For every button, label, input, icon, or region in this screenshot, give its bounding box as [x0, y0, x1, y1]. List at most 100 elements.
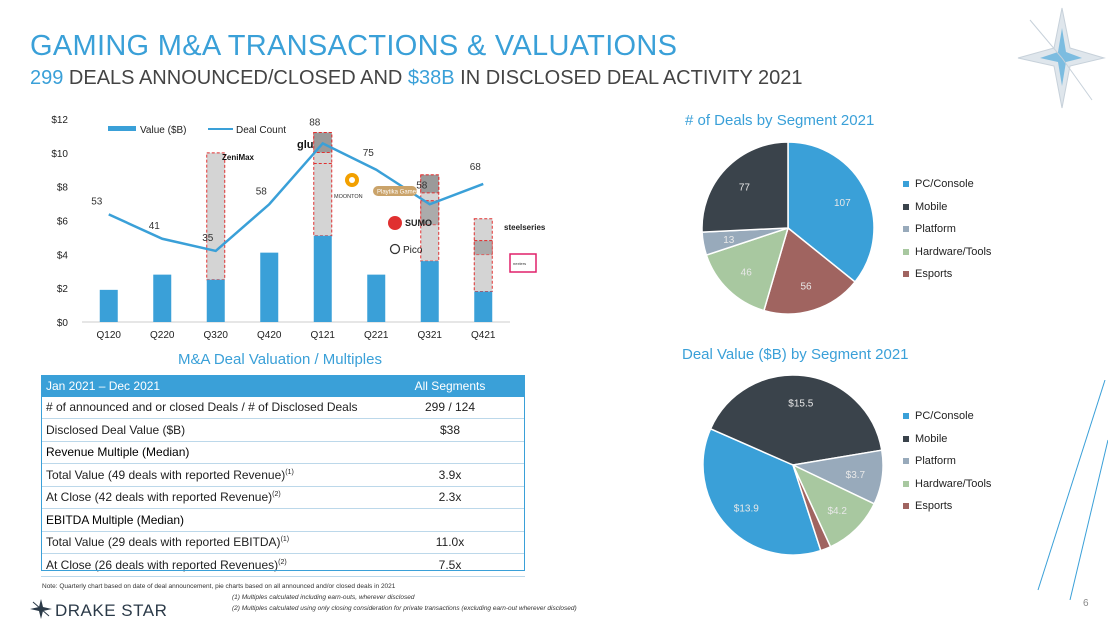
decorative-lines: [1037, 380, 1108, 600]
legend-swatch: [903, 248, 909, 255]
y-tick-label: $0: [57, 318, 69, 329]
highlight-stack: [473, 218, 493, 293]
pie-slice: [762, 226, 857, 315]
deal-count-label: 53: [91, 196, 103, 207]
page-number: 6: [1083, 598, 1089, 609]
row-footnote-ref: (1): [285, 468, 294, 476]
highlight-mid-block: [420, 200, 440, 226]
legend-item: PC/Console: [903, 173, 991, 196]
row-label-cell: Disclosed Deal Value ($B): [41, 418, 370, 442]
legend-label: Hardware/Tools: [915, 477, 992, 490]
pie-slice-label: 56: [800, 281, 812, 292]
playtika-logo-text: Playtika Games: [377, 190, 419, 196]
legend-label: Platform: [915, 223, 956, 236]
pie-value-legend: PC/Console Mobile Platform Hardware/Tools Es…: [903, 405, 991, 518]
pie-slice: [701, 141, 789, 233]
deal-count-label: 75: [363, 148, 375, 159]
row-value: 11.0x: [370, 531, 525, 554]
row-label: Revenue Multiple (Median): [46, 445, 190, 460]
table-row: Disclosed Deal Value ($B) $38: [41, 418, 525, 442]
page-subtitle: 299 DEALS ANNOUNCED/CLOSED AND $38B IN D…: [30, 67, 803, 90]
pie-slice: [702, 427, 822, 556]
header-segment: All Segments: [370, 375, 525, 397]
legend-label: PC/Console: [915, 410, 974, 423]
row-label: Total Value (49 deals with reported Reve…: [46, 467, 286, 482]
pie-slice-label: 13: [723, 235, 735, 246]
bar-value: [99, 289, 118, 322]
moonton-logo: MOONTON: [334, 173, 363, 200]
deal-count-label: 58: [256, 186, 268, 197]
legend-count-label: Deal Count: [236, 125, 286, 136]
y-tick-label: $4: [57, 250, 69, 261]
row-value: 3.9x: [370, 463, 525, 487]
zenimax-logo-text: ZeniMax: [222, 153, 255, 162]
row-value: [370, 441, 525, 464]
legend-label: Hardware/Tools: [915, 245, 992, 258]
highlight-top-block: [420, 174, 440, 194]
pie-slice: [787, 141, 875, 283]
row-value: 7.5x: [370, 553, 525, 577]
row-value: 299 / 124: [370, 396, 525, 419]
playtika-logo: Playtika Games: [373, 186, 419, 196]
moonton-logo-text: MOONTON: [334, 194, 363, 200]
valuation-title: M&A Deal Valuation / Multiples: [178, 351, 382, 368]
deal-count-label: 88: [309, 117, 321, 128]
bar-value: [153, 274, 172, 322]
table-row: EBITDA Multiple (Median): [41, 508, 525, 532]
footnote-2: (2) Multiples calculated using only clos…: [232, 605, 577, 612]
legend-label: Esports: [915, 500, 953, 513]
pie-slice-label: $4.2: [827, 506, 847, 517]
pie-deals-legend: PC/Console Mobile Platform Hardware/Tools Es…: [903, 173, 991, 286]
pie-deals-by-segment: 107 56 46 13 77: [701, 141, 875, 315]
row-label: Disclosed Deal Value ($B): [46, 422, 186, 437]
x-tick-label: Q421: [471, 330, 496, 341]
combo-x-axis: Q120 Q220 Q320 Q420 Q121 Q221 Q321 Q421: [97, 330, 496, 341]
deal-count-label: 35: [202, 233, 214, 244]
y-tick-label: $10: [51, 149, 68, 160]
legend-item: Esports: [903, 495, 991, 518]
table-row: Revenue Multiple (Median): [41, 441, 525, 464]
subtitle-end-text: IN DISCLOSED DEAL ACTIVITY 2021: [454, 67, 803, 89]
pie-slice-label: 77: [739, 182, 751, 193]
row-label-cell: # of announced and or closed Deals / # o…: [41, 396, 370, 419]
row-label: At Close (42 deals with reported Revenue…: [46, 490, 273, 505]
page-title: GAMING M&A TRANSACTIONS & VALUATIONS: [30, 30, 678, 62]
legend-swatch: [903, 413, 909, 420]
x-tick-label: Q320: [204, 330, 229, 341]
legend-item: Platform: [903, 218, 991, 241]
legend-item: PC/Console: [903, 405, 991, 428]
quarterly-combo-chart: $0 $2 $4 $6 $8 $10 $12 53 41 35 58 88 75 58 68 Q120 Q2…: [51, 115, 546, 341]
deal-count-label: 41: [149, 221, 161, 232]
x-tick-label: Q120: [97, 330, 122, 341]
x-tick-label: Q220: [150, 330, 175, 341]
y-tick-label: $12: [51, 115, 68, 126]
x-tick-label: Q420: [257, 330, 282, 341]
footnote-main: Note: Quarterly chart based on date of d…: [42, 583, 396, 590]
pie-slice-label: $3.7: [846, 470, 866, 481]
table-row: Total Value (29 deals with reported EBIT…: [41, 531, 525, 554]
highlight-stack: [206, 152, 226, 281]
bar-value: [313, 235, 332, 322]
table-row: Total Value (49 deals with reported Reve…: [41, 463, 525, 487]
legend-item: Platform: [903, 450, 991, 473]
legend-label: Esports: [915, 268, 953, 281]
pie-slice: [709, 374, 883, 466]
row-label: Total Value (29 deals with reported EBIT…: [46, 535, 281, 550]
table-row: At Close (26 deals with reported Revenue…: [41, 553, 525, 577]
legend-swatch: [903, 503, 909, 510]
brand-star-icon: [30, 599, 52, 619]
subtitle-deal-count: 299: [30, 67, 64, 89]
steelseries-logo: steelseries: [504, 223, 546, 232]
bar-value: [260, 252, 279, 322]
zenimax-logo: ZeniMax: [222, 153, 255, 162]
nexters-logo-text: nexters: [513, 261, 526, 266]
row-label: # of announced and or closed Deals / # o…: [46, 400, 358, 415]
row-label-cell: At Close (42 deals with reported Revenue…: [41, 486, 370, 509]
legend-label: Platform: [915, 455, 956, 468]
pie-slice-label: 46: [741, 267, 753, 278]
legend-item: Mobile: [903, 196, 991, 219]
glu-logo: glu: [297, 139, 314, 151]
legend-label: Mobile: [915, 432, 948, 445]
legend-swatch: [903, 203, 909, 210]
legend-swatch: [903, 435, 909, 442]
